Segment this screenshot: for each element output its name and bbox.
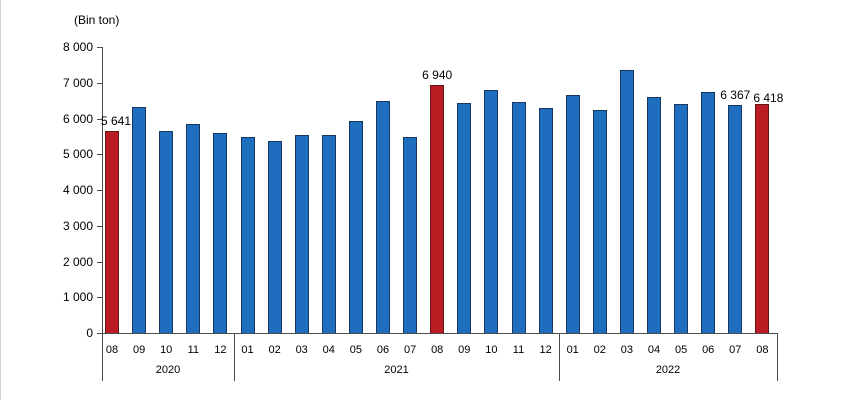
bar-2021-02 <box>267 141 282 333</box>
y-axis-tick-label: 6 000 <box>62 111 93 126</box>
x-axis-year-label-2022: 2022 <box>655 364 681 376</box>
x-axis-month-label: 12 <box>539 344 552 356</box>
bar-2022-06 <box>701 92 716 333</box>
x-axis-month-label: 08 <box>431 344 444 356</box>
x-axis-month-label: 09 <box>458 344 471 356</box>
bar-2022-07 <box>728 105 743 333</box>
x-axis-month-label: 10 <box>485 344 498 356</box>
y-axis-tick <box>97 297 103 299</box>
x-axis-month-label: 11 <box>512 344 525 356</box>
x-axis-month-label: 05 <box>349 344 363 356</box>
bar-2022-05 <box>674 104 689 333</box>
bar-2021-10 <box>484 89 499 333</box>
x-axis-month-label: 07 <box>403 344 417 356</box>
bar-2021-06 <box>376 100 390 333</box>
x-axis-month-label: 06 <box>702 344 715 356</box>
x-axis-month-label: 02 <box>593 344 606 356</box>
x-axis-month-label: 01 <box>566 344 579 356</box>
chart-unit-label: (Bin ton) <box>74 13 120 27</box>
y-axis-tick-label: 8 000 <box>62 40 93 54</box>
x-axis-month-label: 08 <box>756 344 769 356</box>
x-axis-month-label: 07 <box>729 344 742 356</box>
y-axis-tick-label: 5 000 <box>62 147 93 162</box>
bar-2020-09 <box>132 107 147 333</box>
y-axis-tick <box>97 82 103 84</box>
x-axis-year-label-2020: 2020 <box>155 364 181 376</box>
page-left-edge-line <box>0 0 1 400</box>
x-axis-month-label: 12 <box>214 344 227 356</box>
bar-2021-03 <box>294 135 309 333</box>
bar-2022-04 <box>647 96 661 333</box>
x-axis-line <box>102 333 777 334</box>
bar-2021-08 <box>430 84 445 333</box>
bar-value-label: 6 367 <box>720 88 751 103</box>
y-axis-tick <box>97 154 103 156</box>
bar-2021-04 <box>321 134 336 333</box>
bar-2022-01 <box>565 94 580 333</box>
x-axis-month-label: 04 <box>322 344 335 356</box>
x-axis-month-label: 04 <box>647 344 661 356</box>
bar-2020-12 <box>213 132 228 333</box>
bar-value-label: 6 940 <box>422 67 453 82</box>
y-axis-tick-label: 2 000 <box>62 254 93 269</box>
bar-2022-03 <box>619 69 634 333</box>
bar-2020-11 <box>186 123 201 333</box>
x-axis-month-label: 01 <box>241 344 254 356</box>
x-axis-month-label: 09 <box>132 344 146 356</box>
y-axis-tick-label: 3 000 <box>62 218 93 233</box>
y-axis-tick-label: 4 000 <box>62 183 93 197</box>
y-axis-tick <box>97 333 103 334</box>
y-axis-tick-label: 7 000 <box>62 75 93 90</box>
year-group-separator <box>777 333 778 381</box>
y-axis-tick <box>97 190 103 191</box>
bar-value-label: 6 418 <box>753 90 784 105</box>
bar-2021-07 <box>403 137 418 333</box>
x-axis-month-label: 03 <box>620 344 634 356</box>
x-axis-month-label: 08 <box>105 344 119 356</box>
y-axis-tick <box>97 118 103 120</box>
x-axis-month-label: 11 <box>187 344 199 356</box>
y-axis-tick <box>97 225 103 227</box>
bar-2021-09 <box>457 103 472 333</box>
x-axis-year-label-2021: 2021 <box>384 364 409 376</box>
x-axis-month-label: 06 <box>376 344 390 356</box>
bar-2020-08 <box>105 131 119 333</box>
bar-2020-10 <box>159 131 174 333</box>
year-group-separator <box>559 333 561 381</box>
bar-2021-12 <box>538 108 553 333</box>
bar-2021-01 <box>240 137 255 333</box>
bar-2021-05 <box>348 120 363 333</box>
bar-2022-08 <box>755 103 770 333</box>
y-axis-tick-label: 0 <box>86 326 93 340</box>
x-axis-month-label: 10 <box>160 344 173 356</box>
bar-value-label: 5 641 <box>100 114 132 129</box>
bar-2022-02 <box>592 109 607 333</box>
x-axis-month-label: 05 <box>674 344 688 356</box>
bar-2021-11 <box>511 101 526 333</box>
y-axis-tick <box>97 261 103 263</box>
x-axis-month-label: 03 <box>295 344 308 356</box>
x-axis-month-label: 02 <box>268 344 281 356</box>
y-axis-tick <box>97 47 103 48</box>
year-group-separator <box>233 333 235 381</box>
y-axis-line <box>102 47 103 381</box>
y-axis-tick-label: 1 000 <box>62 290 93 305</box>
